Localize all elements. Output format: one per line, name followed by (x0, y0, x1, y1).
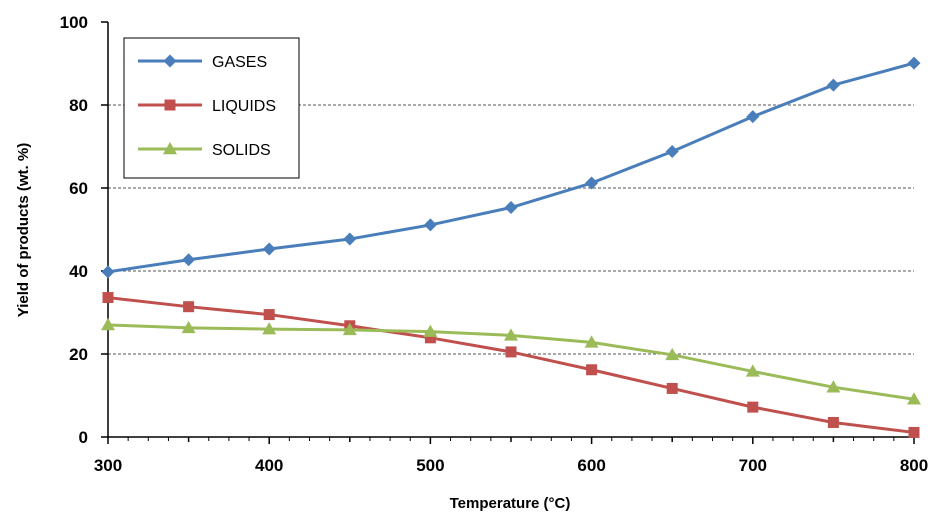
point-gases-550 (504, 201, 518, 215)
y-tick-label-100: 100 (60, 13, 88, 32)
point-liquids-500 (424, 332, 436, 344)
y-tick-label-20: 20 (69, 345, 88, 364)
legend: GASES LIQUIDS SOLIDS (123, 37, 300, 179)
point-solids-400 (262, 322, 277, 335)
point-liquids-550 (505, 346, 517, 358)
x-tick-label-400: 400 (255, 456, 283, 475)
x-tick-label-800: 800 (900, 456, 928, 475)
point-liquids-700 (747, 401, 759, 413)
x-tick-label-600: 600 (577, 456, 605, 475)
point-gases-450 (343, 232, 357, 246)
y-tick-label-80: 80 (69, 96, 88, 115)
point-gases-400 (262, 242, 276, 256)
y-tick-label-40: 40 (69, 262, 88, 281)
legend-label-solids: SOLIDS (212, 142, 271, 159)
point-gases-750 (826, 78, 840, 92)
x-axis-title: Temperature (°C) (450, 495, 571, 512)
x-tick-label-300: 300 (94, 456, 122, 475)
point-solids-600 (584, 335, 599, 348)
series-liquids (102, 292, 920, 438)
legend-marker-gases (163, 54, 177, 68)
point-liquids-800 (908, 426, 920, 438)
series-layer (101, 56, 921, 438)
legend-marker-liquids (164, 99, 176, 111)
point-solids-750 (826, 380, 841, 393)
tick-labels: 0 20 40 60 80 100 300 400 500 600 700 800 (60, 13, 929, 475)
point-liquids-650 (666, 382, 678, 394)
point-gases-700 (746, 110, 760, 124)
y-axis-title: Yield of products (wt. %) (15, 143, 32, 317)
point-gases-500 (423, 218, 437, 232)
point-liquids-300 (102, 292, 114, 304)
point-liquids-750 (827, 416, 839, 428)
x-tick-label-500: 500 (416, 456, 444, 475)
series-line-liquids (107, 296, 915, 434)
point-solids-450 (342, 322, 357, 336)
point-liquids-350 (183, 301, 195, 313)
point-gases-650 (665, 144, 679, 158)
tick-marks (101, 21, 915, 444)
point-gases-300 (101, 265, 115, 279)
legend-label-liquids: LIQUIDS (212, 98, 276, 115)
series-solids (101, 317, 921, 405)
point-solids-350 (181, 320, 196, 334)
point-gases-350 (182, 253, 196, 267)
y-tick-label-0: 0 (79, 428, 88, 447)
point-gases-600 (585, 176, 599, 190)
point-solids-800 (907, 392, 921, 405)
point-solids-650 (665, 347, 680, 361)
point-liquids-600 (586, 364, 598, 376)
point-liquids-400 (263, 309, 275, 321)
point-solids-700 (745, 364, 760, 377)
legend-marker-solids (163, 142, 177, 155)
series-gases (101, 56, 921, 279)
x-tick-label-700: 700 (739, 456, 767, 475)
point-solids-500 (423, 324, 438, 337)
point-solids-550 (504, 328, 518, 341)
y-tick-label-60: 60 (69, 179, 88, 198)
point-solids-300 (101, 317, 115, 331)
legend-label-gases: GASES (212, 54, 267, 71)
point-gases-800 (907, 56, 921, 70)
